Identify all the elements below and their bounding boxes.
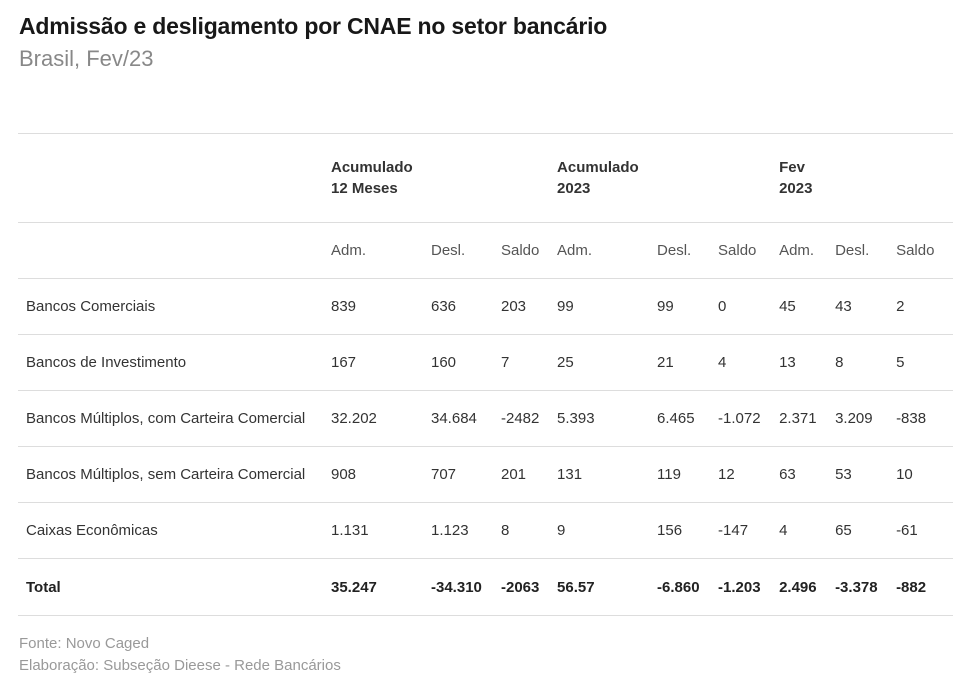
table-cell: 0: [718, 278, 780, 335]
table-row: Bancos Múltiplos, com Carteira Comercial…: [18, 390, 954, 447]
table-cell: 167: [331, 334, 431, 391]
group-header-fev-2023: Fev 2023: [779, 133, 954, 223]
table-cell: -2482: [501, 390, 558, 447]
total-cell: -6.860: [657, 558, 719, 616]
subheader-cell: Saldo: [501, 222, 558, 279]
table-cell: 707: [431, 446, 501, 503]
table-cell: 32.202: [331, 390, 431, 447]
page-subtitle: Brasil, Fev/23: [19, 46, 154, 71]
group-header-row: Acumulado 12 Meses Acumulado 2023 Fev 20…: [18, 133, 954, 223]
table-cell: 5: [896, 334, 954, 391]
subheader-cell: Adm.: [331, 222, 431, 279]
row-label: Caixas Econômicas: [18, 502, 331, 559]
table-cell: 99: [557, 278, 658, 335]
table-cell: -147: [718, 502, 780, 559]
data-table-container: Acumulado 12 Meses Acumulado 2023 Fev 20…: [18, 133, 954, 616]
table-cell: 8: [501, 502, 558, 559]
header-empty-cell: [18, 133, 331, 223]
table-cell: 839: [331, 278, 431, 335]
group-header-line2: 12 Meses: [331, 180, 398, 197]
table-row: Bancos de Investimento 167 160 7 25 21 4…: [18, 334, 954, 391]
table-cell: 1.131: [331, 502, 431, 559]
table-cell: 13: [779, 334, 836, 391]
table-cell: 3.209: [835, 390, 897, 447]
row-label: Bancos Múltiplos, sem Carteira Comercial: [18, 446, 331, 503]
subheader-cell: Saldo: [896, 222, 954, 279]
table-cell: 4: [718, 334, 780, 391]
table-cell: 99: [657, 278, 719, 335]
table-cell: -1.072: [718, 390, 780, 447]
total-label: Total: [18, 558, 331, 616]
data-table: Acumulado 12 Meses Acumulado 2023 Fev 20…: [18, 133, 954, 616]
table-cell: 4: [779, 502, 836, 559]
credit-line: Elaboração: Subseção Dieese - Rede Bancá…: [19, 657, 341, 674]
total-cell: 2.496: [779, 558, 836, 616]
table-cell: 636: [431, 278, 501, 335]
table-cell: 2.371: [779, 390, 836, 447]
total-cell: -3.378: [835, 558, 897, 616]
page-title: Admissão e desligamento por CNAE no seto…: [19, 13, 608, 39]
group-header-line1: Acumulado: [557, 159, 639, 176]
row-label: Bancos Múltiplos, com Carteira Comercial: [18, 390, 331, 447]
table-cell: 45: [779, 278, 836, 335]
total-cell: -882: [896, 558, 954, 616]
total-cell: -1.203: [718, 558, 780, 616]
table-cell: 6.465: [657, 390, 719, 447]
table-cell: 65: [835, 502, 897, 559]
group-header-acumulado-2023: Acumulado 2023: [557, 133, 780, 223]
table-cell: 43: [835, 278, 897, 335]
total-row: Total 35.247 -34.310 -2063 56.57 -6.860 …: [18, 558, 954, 616]
table-cell: 34.684: [431, 390, 501, 447]
table-row: Bancos Comerciais 839 636 203 99 99 0 45…: [18, 278, 954, 335]
total-cell: 35.247: [331, 558, 431, 616]
table-cell: 119: [657, 446, 719, 503]
group-header-line2: 2023: [779, 180, 813, 197]
table-row: Bancos Múltiplos, sem Carteira Comercial…: [18, 446, 954, 503]
subheader-cell: Desl.: [835, 222, 897, 279]
source-line: Fonte: Novo Caged: [19, 635, 150, 652]
table-cell: 12: [718, 446, 780, 503]
table-cell: -61: [896, 502, 954, 559]
group-header-line1: Fev: [779, 159, 805, 176]
table-row: Caixas Econômicas 1.131 1.123 8 9 156 -1…: [18, 502, 954, 559]
table-cell: 1.123: [431, 502, 501, 559]
table-cell: 25: [557, 334, 658, 391]
table-cell: 7: [501, 334, 558, 391]
row-label: Bancos de Investimento: [18, 334, 331, 391]
table-cell: 160: [431, 334, 501, 391]
table-cell: -838: [896, 390, 954, 447]
group-header-line1: Acumulado: [331, 159, 413, 176]
row-label: Bancos Comerciais: [18, 278, 331, 335]
subheader-cell: Desl.: [431, 222, 501, 279]
table-cell: 21: [657, 334, 719, 391]
subheader-row: Adm. Desl. Saldo Adm. Desl. Saldo Adm. D…: [18, 222, 954, 279]
table-cell: 5.393: [557, 390, 658, 447]
table-cell: 201: [501, 446, 558, 503]
source-note: Fonte: Novo Caged Elaboração: Subseção D…: [19, 633, 341, 677]
table-cell: 8: [835, 334, 897, 391]
subheader-cell: Adm.: [779, 222, 836, 279]
group-header-line2: 2023: [557, 180, 591, 197]
subheader-cell: Adm.: [557, 222, 658, 279]
subheader-empty-cell: [18, 222, 331, 279]
subheader-cell: Desl.: [657, 222, 719, 279]
subheader-cell: Saldo: [718, 222, 780, 279]
table-cell: 2: [896, 278, 954, 335]
total-cell: 56.57: [557, 558, 658, 616]
table-cell: 53: [835, 446, 897, 503]
table-cell: 63: [779, 446, 836, 503]
table-cell: 203: [501, 278, 558, 335]
total-cell: -2063: [501, 558, 558, 616]
total-cell: -34.310: [431, 558, 501, 616]
table-cell: 9: [557, 502, 658, 559]
table-cell: 156: [657, 502, 719, 559]
table-cell: 131: [557, 446, 658, 503]
table-cell: 908: [331, 446, 431, 503]
table-cell: 10: [896, 446, 954, 503]
group-header-12-meses: Acumulado 12 Meses: [331, 133, 558, 223]
